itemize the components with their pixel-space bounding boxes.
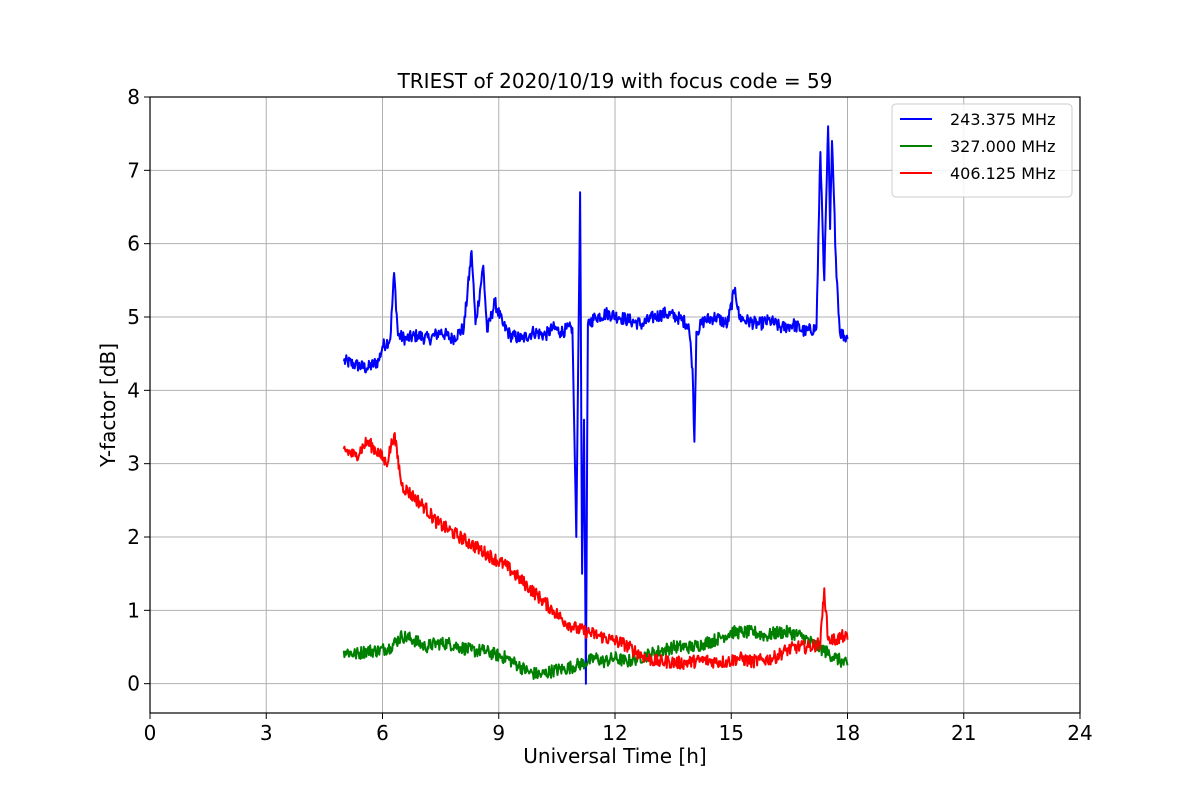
x-tick-label: 15: [719, 721, 744, 745]
legend-box: [891, 103, 1073, 198]
x-axis-label: Universal Time [h]: [523, 744, 706, 768]
y-axis: 0 1 2 3 4 5 6 7 8: [127, 85, 150, 696]
x-tick-label: 9: [492, 721, 505, 745]
series-line-2: [342, 432, 849, 670]
y-tick-label: 2: [127, 525, 140, 549]
x-tick-label: 3: [260, 721, 273, 745]
series-line-1: [342, 624, 849, 680]
y-tick-label: 4: [127, 378, 140, 402]
legend-label: 406.125 MHz: [950, 164, 1055, 183]
y-tick-label: 8: [127, 85, 140, 109]
x-tick-label: 18: [835, 721, 860, 745]
legend-label: 243.375 MHz: [950, 110, 1055, 129]
series-layer: [342, 125, 849, 685]
y-tick-label: 7: [127, 158, 140, 182]
y-axis-label: Y-factor [dB]: [96, 343, 120, 468]
series-line-0: [342, 125, 849, 685]
x-tick-label: 21: [951, 721, 976, 745]
x-tick-label: 24: [1067, 721, 1092, 745]
chart-title: TRIEST of 2020/10/19 with focus code = 5…: [397, 69, 833, 93]
x-axis: 0 3 6 9 12 15 18 21 24: [144, 713, 1093, 745]
y-tick-label: 0: [127, 672, 140, 696]
x-tick-label: 0: [144, 721, 157, 745]
legend-label: 327.000 MHz: [950, 137, 1055, 156]
x-tick-label: 6: [376, 721, 389, 745]
y-tick-label: 5: [127, 305, 140, 329]
y-tick-label: 3: [127, 452, 140, 476]
y-tick-label: 6: [127, 232, 140, 256]
legend: 243.375 MHz 327.000 MHz 406.125 MHz: [891, 103, 1073, 198]
x-tick-label: 12: [602, 721, 627, 745]
y-tick-label: 1: [127, 598, 140, 622]
